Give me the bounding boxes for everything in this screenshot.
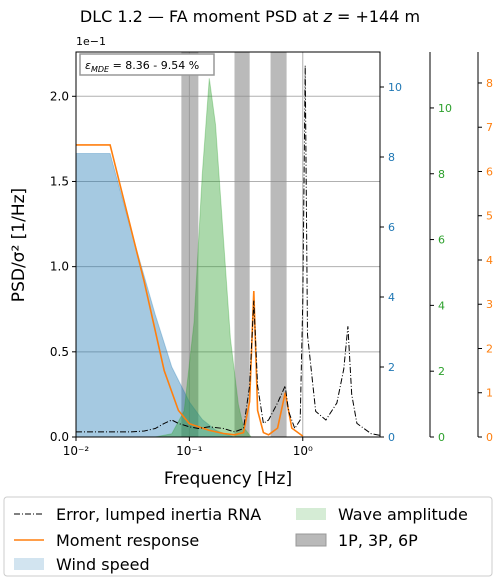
y-tick-label: 2 (486, 342, 493, 355)
y-tick-label: 10 (438, 102, 452, 115)
y-tick-label: 0 (486, 431, 493, 444)
legend-swatch (295, 533, 327, 547)
chart-title: DLC 1.2 — FA moment PSD at z = +144 m (80, 7, 420, 26)
harmonic-band (270, 52, 287, 437)
y-tick-label: 7 (486, 121, 493, 134)
title-var: z (322, 7, 332, 26)
y-tick-label: 1.0 (50, 260, 69, 274)
y-tick-label: 3 (486, 298, 493, 311)
y-tick-label: 0.0 (50, 430, 69, 444)
y-tick-label: 4 (486, 254, 493, 267)
annotation-text: = 8.36 - 9.54 % (109, 59, 199, 72)
y-tick-label: 0.5 (50, 345, 69, 359)
y-tick-label: 8 (486, 77, 493, 90)
y-tick-label: 1 (486, 387, 493, 400)
harmonic-band (181, 52, 199, 437)
annotation-sub: MDE (91, 65, 110, 74)
annotation-symbol: ε (85, 59, 91, 72)
harmonic-band (234, 52, 250, 437)
plot (76, 52, 380, 437)
title-text: DLC 1.2 — FA moment PSD at (80, 7, 324, 26)
x-tick-label: 10⁻² (63, 444, 90, 458)
legend-label: Moment response (56, 531, 199, 550)
y-tick-label: 4 (388, 291, 395, 304)
x-tick-label: 10⁻¹ (176, 444, 203, 458)
annotation-box (79, 53, 215, 76)
legend-label: 1P, 3P, 6P (338, 531, 418, 550)
legend-box (3, 496, 493, 577)
legend-swatch (14, 558, 44, 570)
y-tick-label: 8 (388, 151, 395, 164)
y-tick-label: 10 (388, 81, 402, 94)
y-tick-label: 2 (438, 365, 445, 378)
y-offset-label: 1e−1 (76, 35, 106, 48)
area (155, 78, 252, 437)
y-tick-label: 8 (438, 168, 445, 181)
legend-swatch (296, 508, 326, 520)
legend-label: Wave amplitude (338, 505, 468, 524)
y-tick-label: 2.0 (50, 89, 69, 103)
y-tick-label: 6 (486, 165, 493, 178)
y-tick-label: 6 (438, 234, 445, 247)
y-tick-label: 2 (388, 361, 395, 374)
title-text: = +144 m (332, 7, 420, 26)
y-axis-label: PSD/σ² [1/Hz] (9, 188, 29, 302)
y-tick-label: 1.5 (50, 174, 69, 188)
y-tick-label: 5 (486, 210, 493, 223)
annotation: εMDE = 8.36 - 9.54 % (85, 59, 199, 74)
line (76, 65, 380, 436)
x-axis-label: Frequency [Hz] (164, 469, 292, 489)
y-tick-label: 4 (438, 299, 445, 312)
legend-label: Error, lumped inertia RNA (56, 505, 261, 524)
x-tick-label: 10⁰ (293, 444, 313, 458)
line (76, 144, 304, 437)
y-tick-label: 0 (438, 431, 445, 444)
y-tick-label: 0 (388, 431, 395, 444)
y-tick-label: 6 (388, 221, 395, 234)
legend-label: Wind speed (56, 555, 150, 574)
